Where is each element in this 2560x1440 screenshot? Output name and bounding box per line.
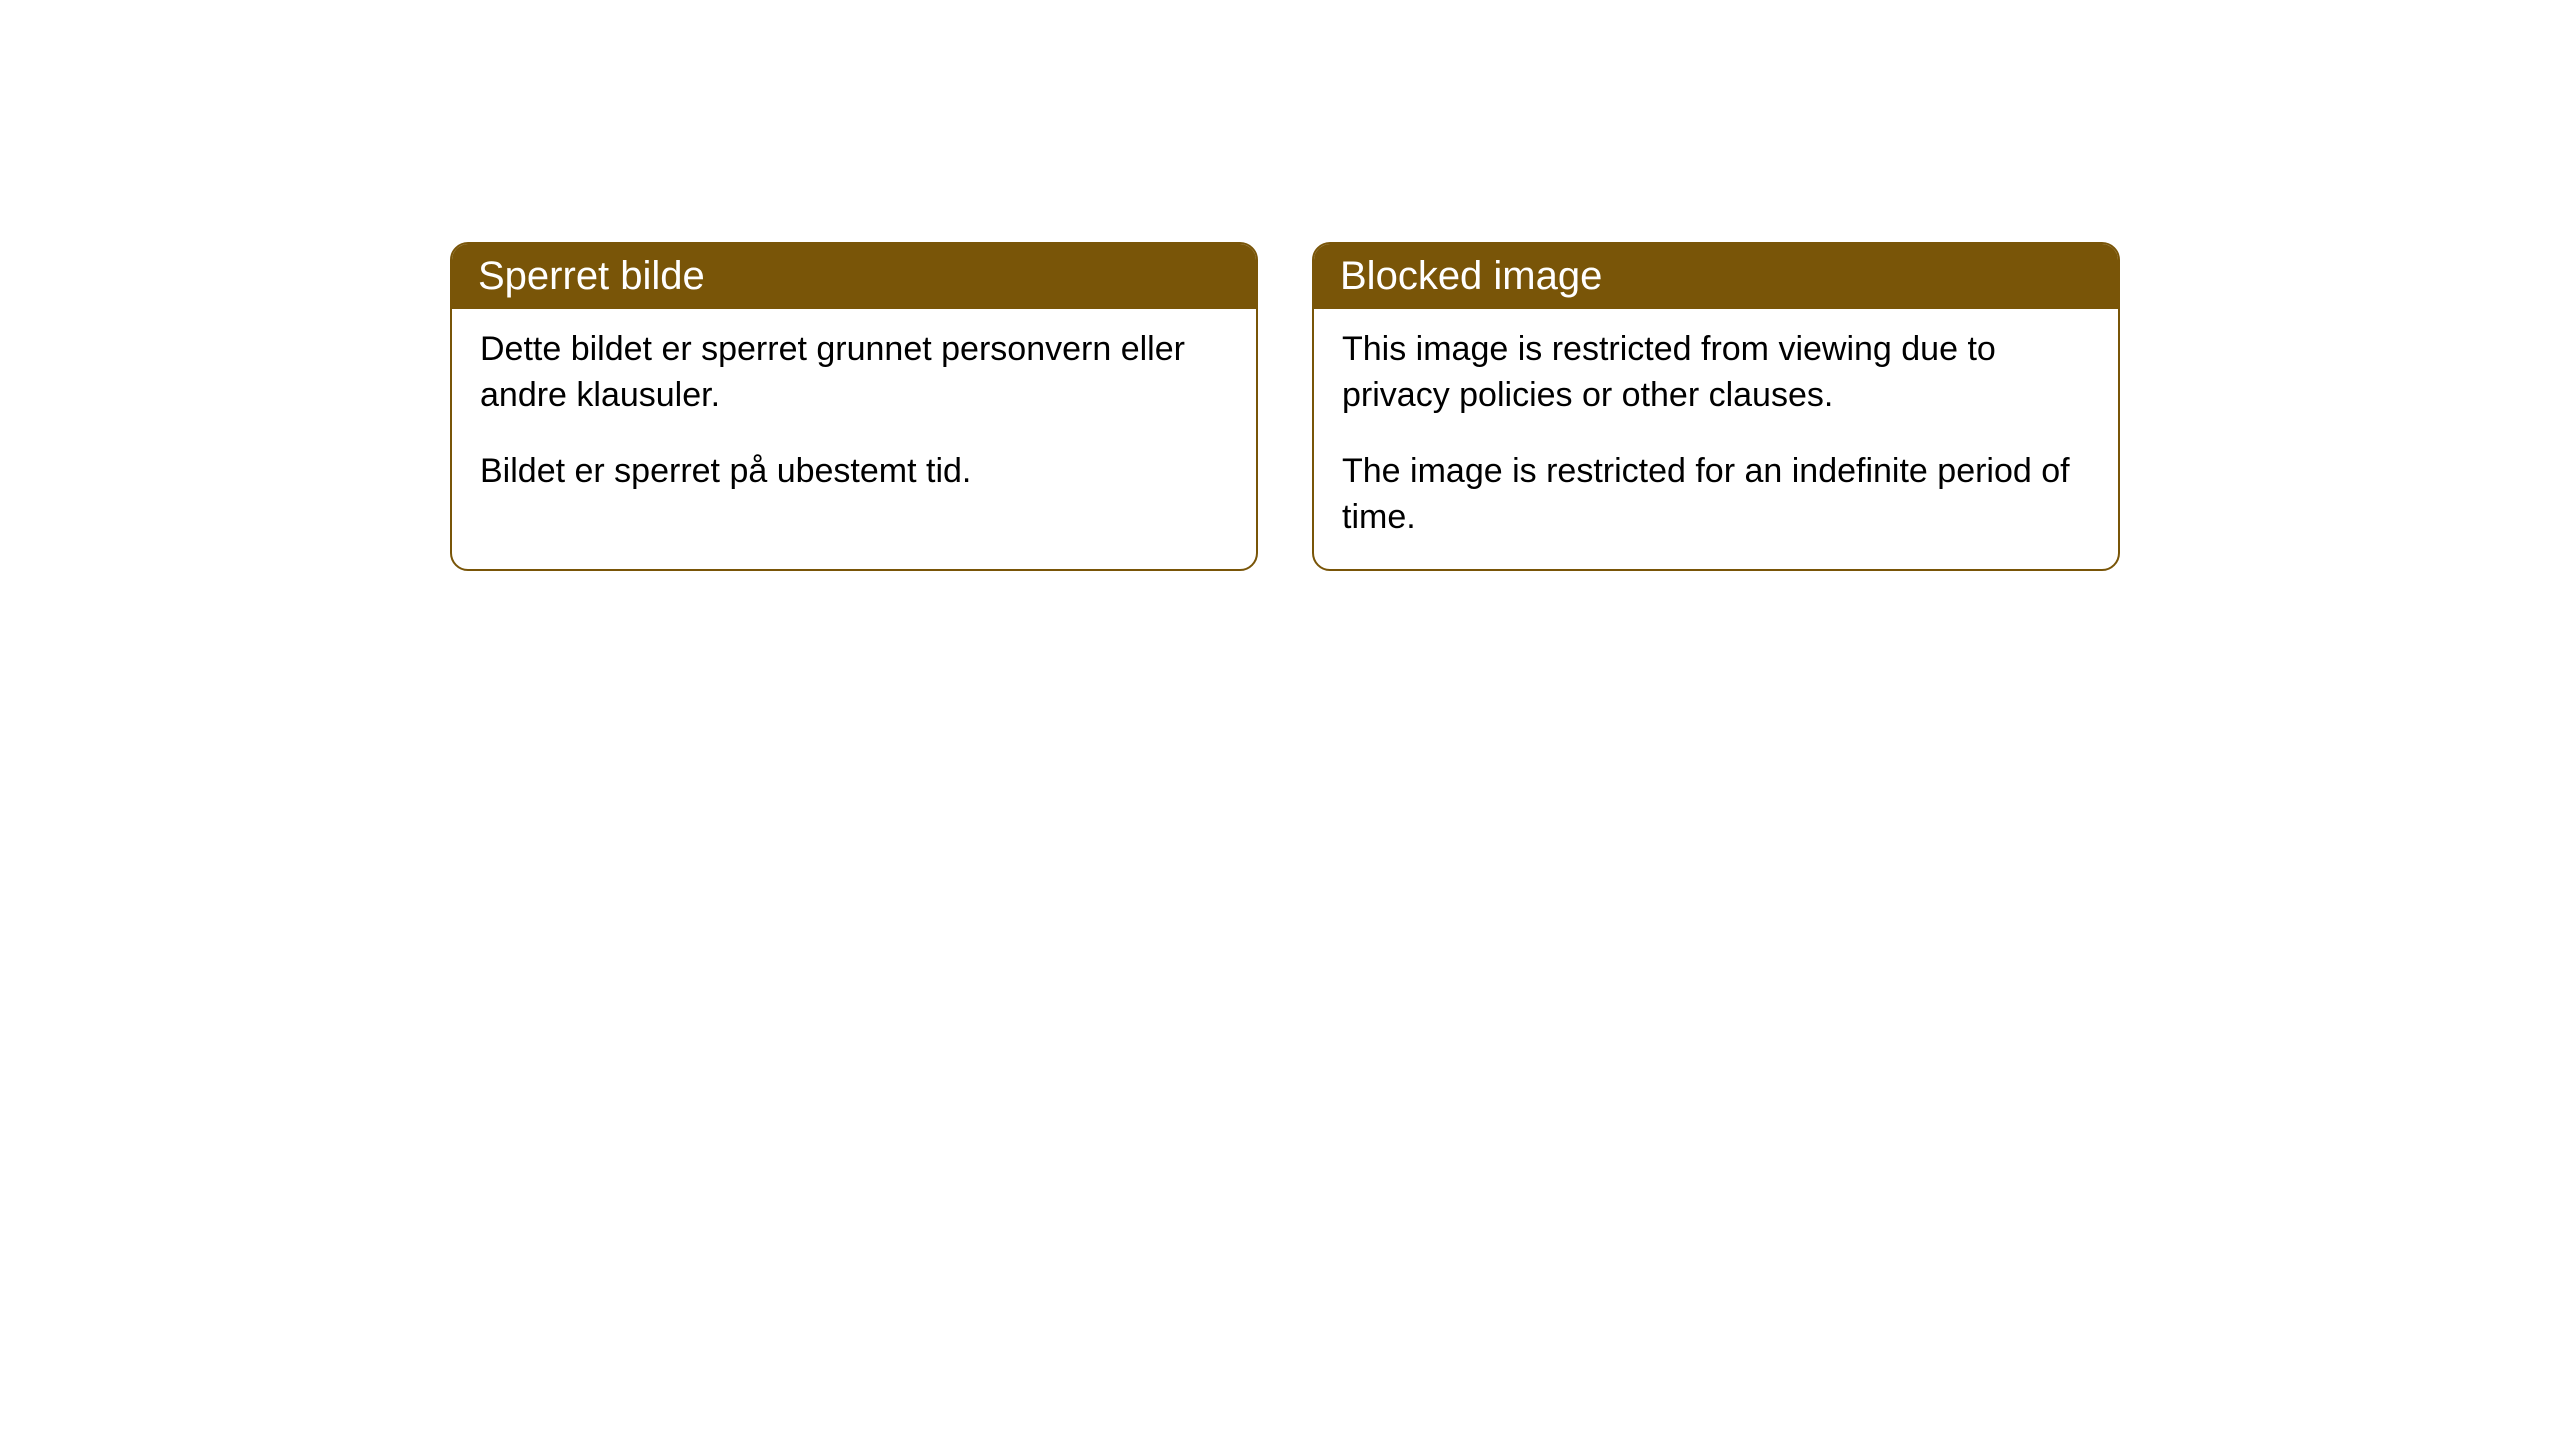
notice-header: Blocked image [1314,244,2118,309]
notice-paragraph: This image is restricted from viewing du… [1342,327,2090,419]
notice-paragraph: Bildet er sperret på ubestemt tid. [480,449,1228,495]
notice-header: Sperret bilde [452,244,1256,309]
notice-paragraph: The image is restricted for an indefinit… [1342,449,2090,541]
notice-container: Sperret bilde Dette bildet er sperret gr… [0,0,2560,571]
notice-box-english: Blocked image This image is restricted f… [1312,242,2120,571]
notice-box-norwegian: Sperret bilde Dette bildet er sperret gr… [450,242,1258,571]
notice-paragraph: Dette bildet er sperret grunnet personve… [480,327,1228,419]
notice-body: This image is restricted from viewing du… [1314,309,2118,569]
notice-body: Dette bildet er sperret grunnet personve… [452,309,1256,523]
